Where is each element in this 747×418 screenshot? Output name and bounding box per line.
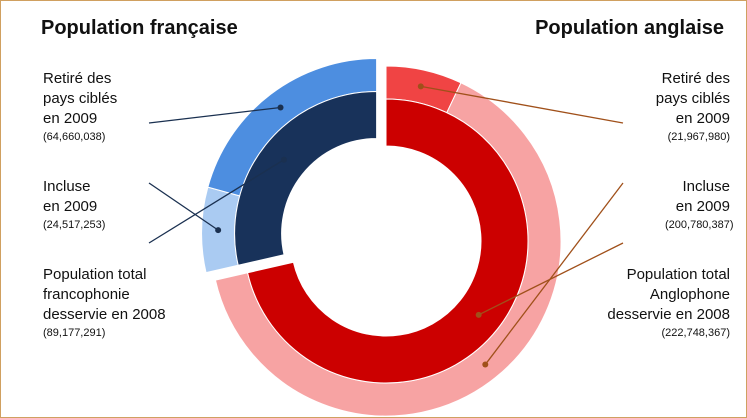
category-label: Retiré des pays ciblés en 2009 bbox=[43, 70, 118, 127]
category-label: Incluse en 2009 bbox=[675, 178, 730, 215]
value-label: (24,517,253) bbox=[43, 219, 106, 231]
category-label: Retiré des pays ciblés en 2009 bbox=[655, 70, 730, 127]
leader-line bbox=[420, 85, 624, 124]
leader-line bbox=[148, 182, 219, 231]
leader-line bbox=[478, 242, 624, 316]
leader-dot bbox=[417, 83, 424, 90]
label-block: Population total Anglophone desservie en… bbox=[590, 265, 730, 341]
leader-dot bbox=[277, 104, 284, 111]
leader-line bbox=[148, 159, 285, 244]
category-label: Incluse en 2009 bbox=[43, 178, 98, 215]
leader-dot bbox=[215, 227, 222, 234]
donut-segment bbox=[246, 98, 529, 384]
donut-segment bbox=[234, 91, 378, 266]
leader-line bbox=[148, 106, 281, 124]
value-label: (64,660,038) bbox=[43, 131, 106, 143]
leader-line bbox=[484, 182, 624, 365]
leader-dot bbox=[475, 311, 482, 318]
value-label: (222,748,367) bbox=[661, 327, 731, 339]
chart-title: Population française bbox=[41, 17, 238, 39]
category-label: Population total Anglophone desservie en… bbox=[607, 266, 730, 323]
label-block: Population total francophonie desservie … bbox=[43, 265, 183, 341]
label-block: Retiré des pays ciblés en 2009 (64,660,0… bbox=[43, 69, 133, 145]
label-block: Retiré des pays ciblés en 2009 (21,967,9… bbox=[640, 69, 730, 145]
leader-dot bbox=[482, 361, 489, 368]
value-label: (200,780,387) bbox=[665, 219, 734, 231]
label-block: Incluse en 2009 (200,780,387) bbox=[665, 177, 734, 233]
value-label: (21,967,980) bbox=[667, 131, 730, 143]
label-block: Incluse en 2009 (24,517,253) bbox=[43, 177, 108, 233]
leader-dot bbox=[280, 156, 287, 163]
chart-title: Population anglaise bbox=[535, 17, 724, 39]
value-label: (89,177,291) bbox=[43, 327, 106, 339]
category-label: Population total francophonie desservie … bbox=[43, 266, 166, 323]
